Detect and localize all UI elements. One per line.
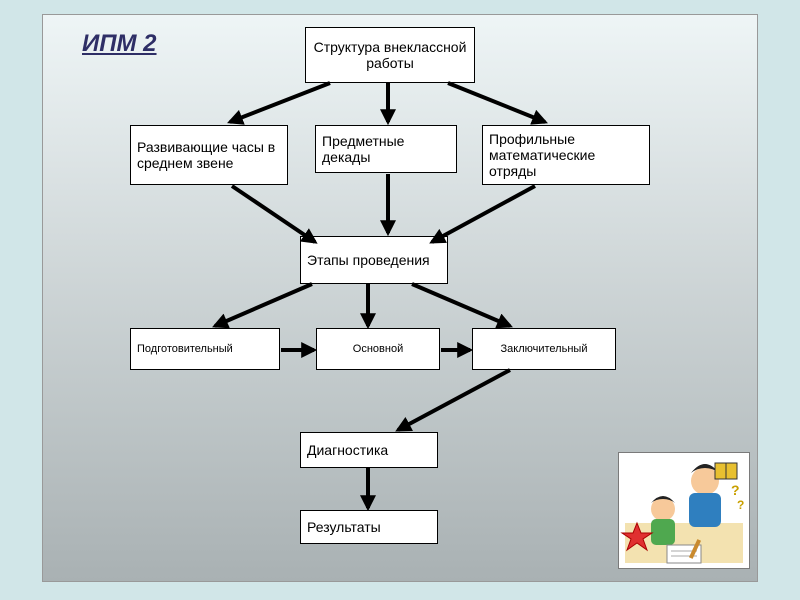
- node-main: Основной: [316, 328, 440, 370]
- illustration: ??: [618, 452, 750, 569]
- node-root: Структура внеклассной работы: [305, 27, 475, 83]
- node-diag: Диагностика: [300, 432, 438, 468]
- canvas: ИПМ 2 Структура внеклассной работы Развива…: [0, 0, 800, 600]
- node-stages: Этапы проведения: [300, 236, 448, 284]
- node-final: Заключительный: [472, 328, 616, 370]
- node-result: Результаты: [300, 510, 438, 544]
- page-title: ИПМ 2: [82, 30, 157, 58]
- node-mid: Предметные декады: [315, 125, 457, 173]
- node-right: Профильные математическ­ие отряды: [482, 125, 650, 185]
- node-left: Развивающие часы в среднем звене: [130, 125, 288, 185]
- illustration-svg: ??: [619, 453, 749, 568]
- svg-text:?: ?: [737, 498, 744, 512]
- svg-text:?: ?: [731, 482, 740, 498]
- node-prep: Подготовительны­й: [130, 328, 280, 370]
